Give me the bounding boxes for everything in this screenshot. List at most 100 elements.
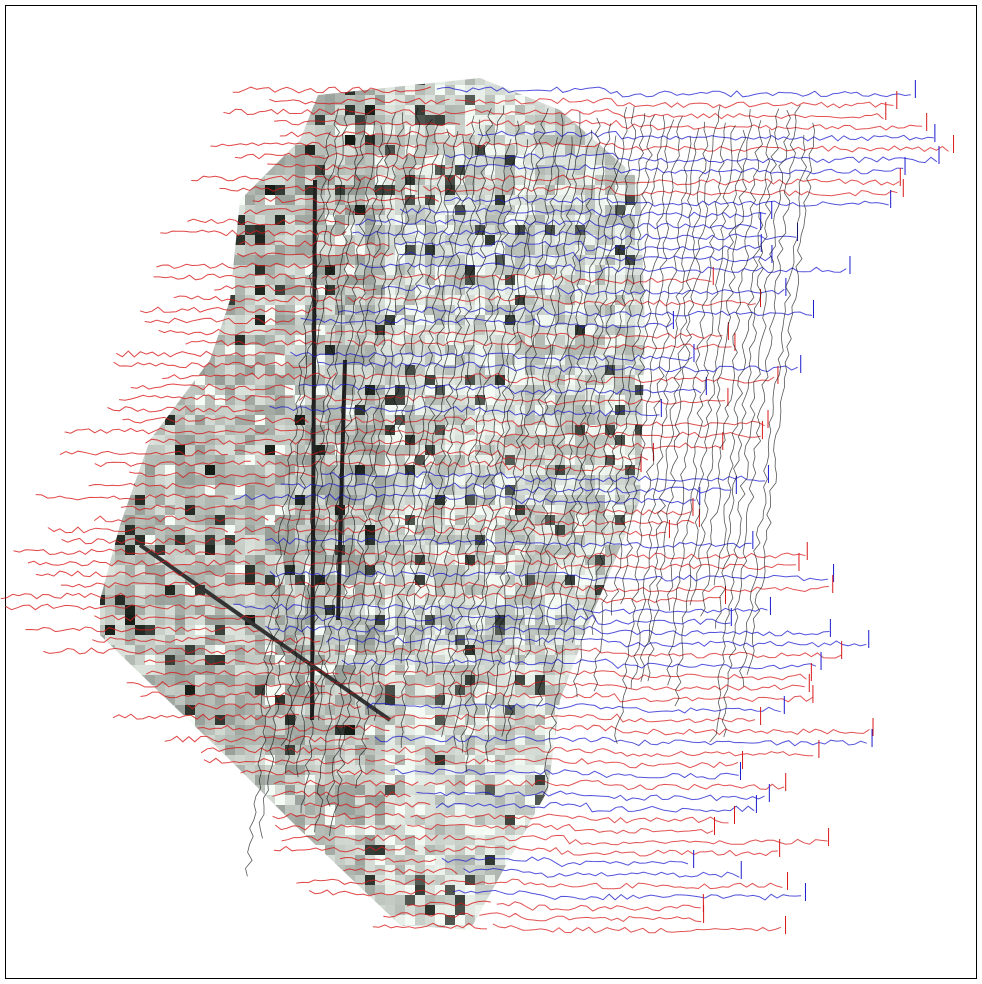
map-cell [425,845,435,855]
map-cell [385,895,395,905]
map-cell [385,465,395,475]
map-cell [285,445,295,455]
map-cell [595,265,605,275]
map-cell [275,265,285,275]
map-cell [225,745,235,755]
map-cell [515,555,525,565]
map-cell [175,455,185,465]
map-cell [485,815,495,825]
map-cell [135,585,145,595]
map-cell [455,155,465,165]
map-cell [435,505,445,515]
map-cell [485,845,495,855]
map-cell [295,265,305,275]
map-cell [415,765,425,775]
map-cell [465,695,475,705]
map-cell [435,415,445,425]
map-cell [265,305,275,315]
map-cell [555,335,565,345]
map-cell [425,575,435,585]
map-cell [495,785,505,795]
map-cell [445,775,455,785]
map-cell [285,195,295,205]
map-cell [435,185,445,195]
map-cell [475,145,485,155]
map-cell [595,435,605,445]
map-cell [585,325,595,335]
map-cell [265,425,275,435]
map-cell [255,705,265,715]
map-cell [425,905,435,915]
map-cell [195,435,205,445]
map-cell [405,365,415,375]
map-cell [485,605,495,615]
map-cell [225,615,235,625]
map-cell [525,785,535,795]
map-cell [565,235,575,245]
map-cell [495,845,505,855]
map-cell [215,435,225,445]
map-cell [485,85,495,95]
map-cell [205,395,215,405]
map-cell [485,145,495,155]
map-cell [465,705,475,715]
map-cell [405,85,415,95]
map-cell [235,425,245,435]
map-cell [455,125,465,135]
map-cell [225,705,235,715]
map-cell [375,295,385,305]
map-cell [365,325,375,335]
map-cell [405,385,415,395]
map-cell [295,255,305,265]
map-cell [535,335,545,345]
map-cell [515,245,525,255]
map-cell [575,185,585,195]
map-cell [555,405,565,415]
map-cell [585,185,595,195]
map-cell [225,695,235,705]
map-cell [385,365,395,375]
map-cell [545,475,555,485]
map-cell [155,615,165,625]
map-cell [145,585,155,595]
map-cell [555,595,565,605]
map-cell [165,635,175,645]
map-cell [425,295,435,305]
map-cell [375,625,385,635]
map-cell [455,885,465,895]
map-cell [195,485,205,495]
map-cell [485,645,495,655]
map-cell [335,855,345,865]
map-cell [465,835,475,845]
map-cell [555,215,565,225]
map-cell [185,515,195,525]
map-cell [165,655,175,665]
map-cell [265,185,275,195]
map-cell [485,675,495,685]
map-cell [425,315,435,325]
map-cell [185,475,195,485]
map-cell [505,595,515,605]
map-cell [395,625,405,635]
map-cell [335,785,345,795]
map-cell [415,675,425,685]
map-cell [215,395,225,405]
map-cell [345,195,355,205]
map-cell [265,555,275,565]
map-cell [265,375,275,385]
map-cell [225,625,235,635]
map-cell [385,245,395,255]
map-cell [345,705,355,715]
map-cell [165,455,175,465]
map-cell [265,365,275,375]
map-cell [545,635,555,645]
map-cell [605,265,615,275]
map-cell [365,385,375,395]
map-cell [305,165,315,175]
map-cell [395,705,405,715]
map-cell [185,395,195,405]
map-cell [465,715,475,725]
map-cell [225,445,235,455]
map-cell [395,745,405,755]
map-cell [465,205,475,215]
